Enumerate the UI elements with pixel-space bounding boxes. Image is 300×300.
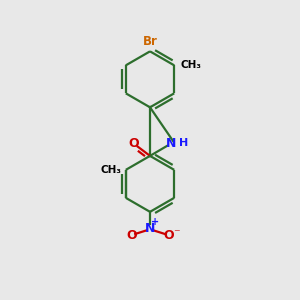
Text: ⁻: ⁻	[173, 227, 179, 240]
Text: CH₃: CH₃	[181, 60, 202, 70]
Text: N: N	[165, 137, 176, 150]
Text: H: H	[179, 138, 188, 148]
Text: O: O	[163, 229, 174, 242]
Text: O: O	[126, 229, 137, 242]
Text: Br: Br	[142, 35, 158, 48]
Text: N: N	[145, 221, 155, 235]
Text: CH₃: CH₃	[100, 165, 122, 175]
Text: +: +	[151, 217, 159, 227]
Text: O: O	[128, 137, 139, 150]
